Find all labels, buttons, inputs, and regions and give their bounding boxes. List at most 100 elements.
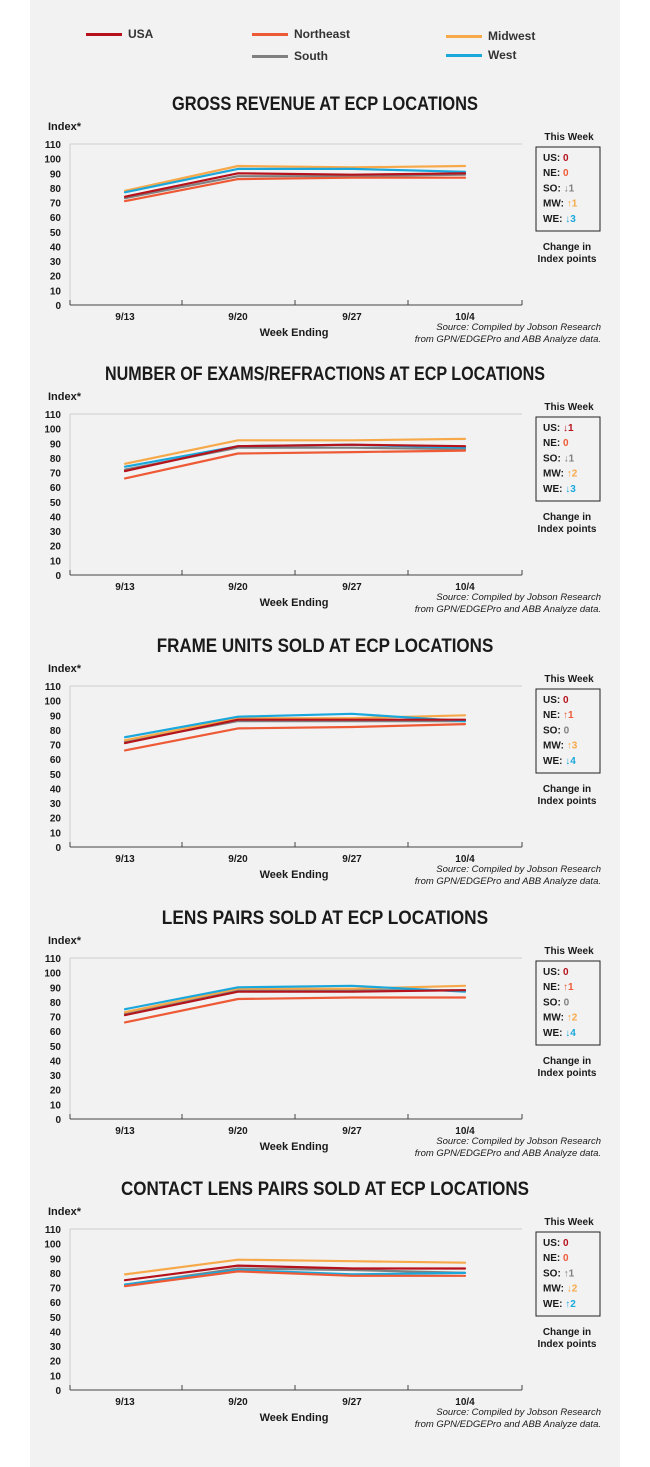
source-note: Source: Compiled by Jobson Research	[436, 1407, 601, 1418]
legend-label: South	[294, 49, 328, 63]
this-week-row-label: WE:	[543, 1299, 565, 1310]
this-week-row: US: 0	[543, 967, 569, 978]
this-week-row-label: US:	[543, 423, 563, 434]
chart-lens-pairs: LENS PAIRS SOLD AT ECP LOCATIONS Index* 0 1…	[0, 900, 650, 1173]
y-tick-label: 70	[50, 1284, 62, 1295]
chart-title: NUMBER OF EXAMS/REFRACTIONS AT ECP LOCAT…	[105, 364, 545, 385]
this-week-row-value: ↑2	[565, 1299, 576, 1310]
this-week-row-label: WE:	[543, 756, 565, 767]
x-tick-label: 9/20	[228, 312, 248, 323]
this-week-row: MW: ↑3	[543, 741, 578, 752]
this-week-row-label: WE:	[543, 484, 565, 495]
chart-gross-revenue: GROSS REVENUE AT ECP LOCATIONS Index* 0 10 2…	[0, 86, 650, 359]
y-tick-label: 20	[50, 1086, 62, 1097]
this-week-row: SO: ↓1	[543, 183, 575, 194]
y-tick-label: 80	[50, 454, 62, 465]
x-tick-label: 9/13	[115, 854, 135, 865]
y-tick-label: 50	[50, 498, 62, 509]
y-tick-label: 90	[50, 983, 62, 994]
this-week-row: MW: ↑1	[543, 199, 578, 210]
y-tick-label: 100	[44, 969, 61, 980]
x-tick-label: 10/4	[455, 1397, 475, 1408]
this-week-row-label: MW:	[543, 1284, 567, 1295]
y-tick-label: 70	[50, 741, 62, 752]
y-tick-label: 80	[50, 1269, 62, 1280]
this-week-row-label: SO:	[543, 1268, 564, 1279]
this-week-row-value: ↑1	[564, 1268, 575, 1279]
y-tick-label: 110	[45, 682, 62, 693]
y-tick-label: 60	[50, 755, 62, 766]
this-week-row: NE: ↑1	[543, 710, 574, 721]
legend-label: Midwest	[488, 29, 536, 43]
this-week-title: This Week	[544, 132, 594, 143]
this-week-caption: Index points	[538, 524, 597, 535]
legend-label: Northeast	[294, 27, 351, 41]
this-week-row-value: 0	[563, 438, 569, 449]
y-tick-label: 70	[50, 469, 62, 480]
this-week-row-value: ↓3	[565, 214, 576, 225]
this-week-row-value: ↓1	[564, 183, 575, 194]
x-tick-label: 9/27	[342, 1126, 362, 1137]
legend-swatch	[252, 55, 288, 58]
y-tick-label: 20	[50, 542, 62, 553]
y-tick-label: 0	[55, 1115, 61, 1126]
y-tick-label: 60	[50, 1298, 62, 1309]
this-week-caption: Change in	[543, 512, 591, 523]
y-tick-label: 50	[50, 228, 62, 239]
this-week-caption: Change in	[543, 1327, 591, 1338]
x-axis-label: Week Ending	[260, 597, 329, 609]
y-tick-label: 100	[44, 697, 61, 708]
y-tick-label: 70	[50, 199, 62, 210]
this-week-row: WE: ↓3	[543, 214, 576, 225]
y-tick-label: 0	[55, 843, 61, 854]
this-week-row-value: ↓1	[564, 453, 575, 464]
y-tick-label: 40	[50, 242, 62, 253]
this-week-title: This Week	[544, 402, 594, 413]
this-week-box	[535, 1231, 601, 1317]
this-week-row-value: ↓1	[563, 423, 574, 434]
chart-title: CONTACT LENS PAIRS SOLD AT ECP LOCATIONS	[121, 1179, 529, 1200]
this-week-row-label: US:	[543, 153, 563, 164]
y-tick-label: 40	[50, 1327, 62, 1338]
chart-title: FRAME UNITS SOLD AT ECP LOCATIONS	[157, 636, 494, 657]
this-week-row-value: 0	[563, 168, 569, 179]
this-week-row-value: ↑1	[563, 710, 574, 721]
y-tick-label: 30	[50, 1342, 62, 1353]
y-tick-label: 60	[50, 1027, 62, 1038]
series-line-northeast	[123, 1270, 467, 1288]
y-tick-label: 70	[50, 1013, 62, 1024]
this-week-row-value: 0	[563, 967, 569, 978]
x-tick-label: 10/4	[455, 1126, 475, 1137]
source-note: from GPN/EDGEPro and ABB Analyze data.	[415, 334, 601, 345]
this-week-row-label: US:	[543, 695, 563, 706]
this-week-row-label: SO:	[543, 453, 564, 464]
this-week-row-label: US:	[543, 967, 563, 978]
series-line-midwest	[123, 1258, 467, 1276]
x-axis-label: Week Ending	[260, 327, 329, 339]
series-line-northeast	[123, 176, 467, 203]
this-week-title: This Week	[544, 946, 594, 957]
y-axis-label: Index*	[48, 391, 82, 403]
this-week-row-label: WE:	[543, 1028, 565, 1039]
y-tick-label: 110	[45, 1225, 62, 1236]
series-line-usa	[123, 989, 467, 1017]
this-week-caption: Change in	[543, 1056, 591, 1067]
y-tick-label: 90	[50, 439, 62, 450]
x-tick-label: 9/20	[228, 854, 248, 865]
y-tick-label: 40	[50, 1056, 62, 1067]
this-week-row-value: 0	[564, 725, 570, 736]
y-axis-label: Index*	[48, 121, 82, 133]
y-tick-label: 10	[50, 1100, 62, 1111]
this-week-box	[535, 146, 601, 232]
y-tick-label: 100	[44, 1240, 61, 1251]
x-tick-label: 9/27	[342, 582, 362, 593]
this-week-row-value: ↓3	[565, 484, 576, 495]
y-tick-label: 100	[44, 425, 61, 436]
this-week-row: MW: ↓2	[543, 1284, 578, 1295]
y-tick-label: 110	[45, 410, 62, 421]
legend-label: West	[488, 48, 517, 62]
this-week-row-label: MW:	[543, 741, 567, 752]
legend: USA Northeast Midwest South West	[0, 0, 650, 80]
this-week-row-value: 0	[563, 1253, 569, 1264]
y-tick-label: 10	[50, 556, 62, 567]
